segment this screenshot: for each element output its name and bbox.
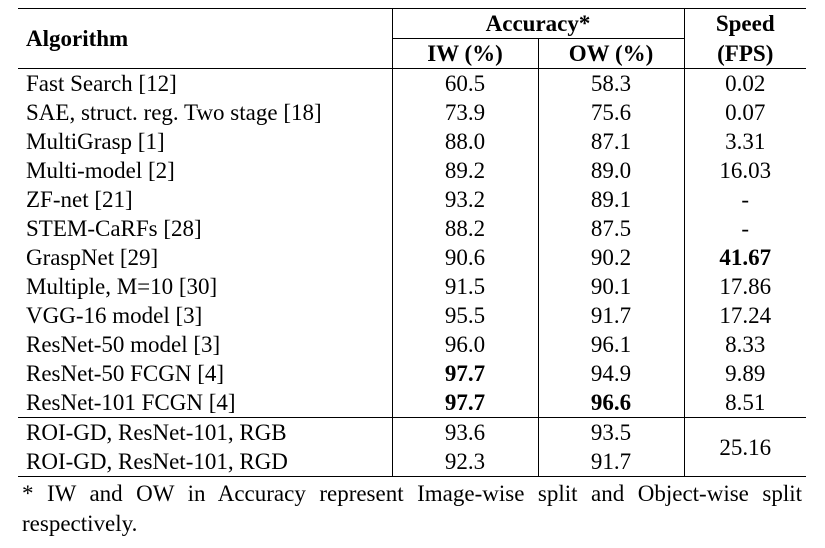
- iw-cell: 73.9: [392, 98, 539, 127]
- ow-cell: 91.7: [590, 303, 632, 328]
- algorithm-cell: Multiple, M=10 [30]: [18, 272, 393, 301]
- algorithm-cell: STEM-CaRFs [28]: [18, 214, 393, 243]
- iw-cell: 95.5: [392, 301, 539, 330]
- algorithm-header: Algorithm: [18, 8, 393, 69]
- ow-cell: 89.1: [590, 187, 632, 212]
- fps-cell: 0.07: [683, 98, 806, 127]
- ow-cell-best: 96.6: [590, 390, 632, 415]
- fps-cell: 16.03: [683, 156, 806, 185]
- fps-cell: 8.51: [683, 388, 806, 418]
- iw-header: IW (%): [392, 38, 539, 69]
- iw-cell: 88.2: [392, 214, 539, 243]
- ow-cell: 90.2: [590, 245, 632, 270]
- table-row: VGG-16 model [3] 95.5 91.7 17.24: [18, 301, 806, 330]
- table-row: Fast Search [12] 60.5 58.3 0.02: [18, 68, 806, 98]
- ow-cell: 96.1: [590, 332, 632, 357]
- algorithm-cell: ZF-net [21]: [18, 185, 393, 214]
- table-row: ZF-net [21] 93.2 89.1 -: [18, 185, 806, 214]
- table-row-roi: ROI-GD, ResNet-101, RGD 92.3 91.7: [18, 447, 806, 477]
- results-table: Algorithm Accuracy* Speed IW (%) OW (%) …: [18, 8, 806, 477]
- iw-cell: 60.5: [392, 68, 539, 98]
- table-row: ResNet-50 FCGN [4] 97.7 94.9 9.89: [18, 359, 806, 388]
- iw-cell-best: 97.7: [392, 388, 539, 418]
- iw-cell: 88.0: [392, 127, 539, 156]
- table-row: MultiGrasp [1] 88.0 87.1 3.31: [18, 127, 806, 156]
- iw-cell: 93.6: [392, 417, 539, 447]
- table-row: Multiple, M=10 [30] 91.5 90.1 17.86: [18, 272, 806, 301]
- ow-cell: 91.7: [538, 447, 684, 477]
- iw-cell: 90.6: [392, 243, 539, 272]
- algorithm-cell: GraspNet [29]: [18, 243, 393, 272]
- iw-cell-best: 97.7: [392, 359, 539, 388]
- table-row: ResNet-50 model [3] 96.0 96.1 8.33: [18, 330, 806, 359]
- ow-cell: 89.0: [590, 158, 632, 183]
- iw-cell: 89.2: [392, 156, 539, 185]
- algorithm-cell: VGG-16 model [3]: [18, 301, 393, 330]
- ow-cell: 58.3: [590, 71, 632, 96]
- table-footnote: * IW and OW in Accuracy represent Image-…: [22, 481, 802, 536]
- fps-cell: 17.24: [683, 301, 806, 330]
- table-row-roi: ROI-GD, ResNet-101, RGB 93.6 93.5 25.16: [18, 417, 806, 477]
- algorithm-cell: Fast Search [12]: [18, 68, 393, 98]
- table-row: STEM-CaRFs [28] 88.2 87.5 -: [18, 214, 806, 243]
- fps-cell: -: [683, 185, 806, 214]
- table-row: SAE, struct. reg. Two stage [18] 73.9 75…: [18, 98, 806, 127]
- algorithm-cell: MultiGrasp [1]: [18, 127, 393, 156]
- fps-cell: -: [683, 214, 806, 243]
- fps-cell: 9.89: [683, 359, 806, 388]
- fps-header: (FPS): [683, 38, 806, 69]
- fps-cell-best: 41.67: [683, 243, 806, 272]
- fps-cell: 0.02: [683, 68, 806, 98]
- ow-cell: 75.6: [590, 100, 632, 125]
- iw-cell: 92.3: [392, 447, 539, 477]
- results-table-container: Algorithm Accuracy* Speed IW (%) OW (%) …: [18, 8, 806, 539]
- algorithm-cell: Multi-model [2]: [18, 156, 393, 185]
- ow-cell: 90.1: [590, 274, 632, 299]
- ow-cell: 87.1: [590, 129, 632, 154]
- algorithm-cell: ROI-GD, ResNet-101, RGD: [18, 447, 393, 477]
- algorithm-cell: ResNet-50 FCGN [4]: [18, 359, 393, 388]
- table-row: GraspNet [29] 90.6 90.2 41.67: [18, 243, 806, 272]
- fps-cell: 3.31: [683, 127, 806, 156]
- fps-cell: 17.86: [683, 272, 806, 301]
- accuracy-header: Accuracy*: [392, 8, 684, 39]
- algorithm-cell: ResNet-50 model [3]: [18, 330, 393, 359]
- algorithm-cell: ResNet-101 FCGN [4]: [18, 388, 393, 418]
- fps-cell: 8.33: [683, 330, 806, 359]
- algorithm-cell: SAE, struct. reg. Two stage [18]: [18, 98, 393, 127]
- iw-cell: 93.2: [392, 185, 539, 214]
- roi-fps-cell: 25.16: [683, 417, 806, 477]
- ow-cell: 93.5: [538, 417, 684, 447]
- iw-cell: 96.0: [392, 330, 539, 359]
- table-row: Multi-model [2] 89.2 89.0 16.03: [18, 156, 806, 185]
- table-row: ResNet-101 FCGN [4] 97.7 96.6 8.51: [18, 388, 806, 418]
- ow-header: OW (%): [538, 38, 684, 69]
- iw-cell: 91.5: [392, 272, 539, 301]
- speed-header: Speed: [683, 8, 806, 39]
- algorithm-cell: ROI-GD, ResNet-101, RGB: [18, 417, 393, 447]
- ow-cell: 87.5: [590, 216, 632, 241]
- ow-cell: 94.9: [590, 361, 632, 386]
